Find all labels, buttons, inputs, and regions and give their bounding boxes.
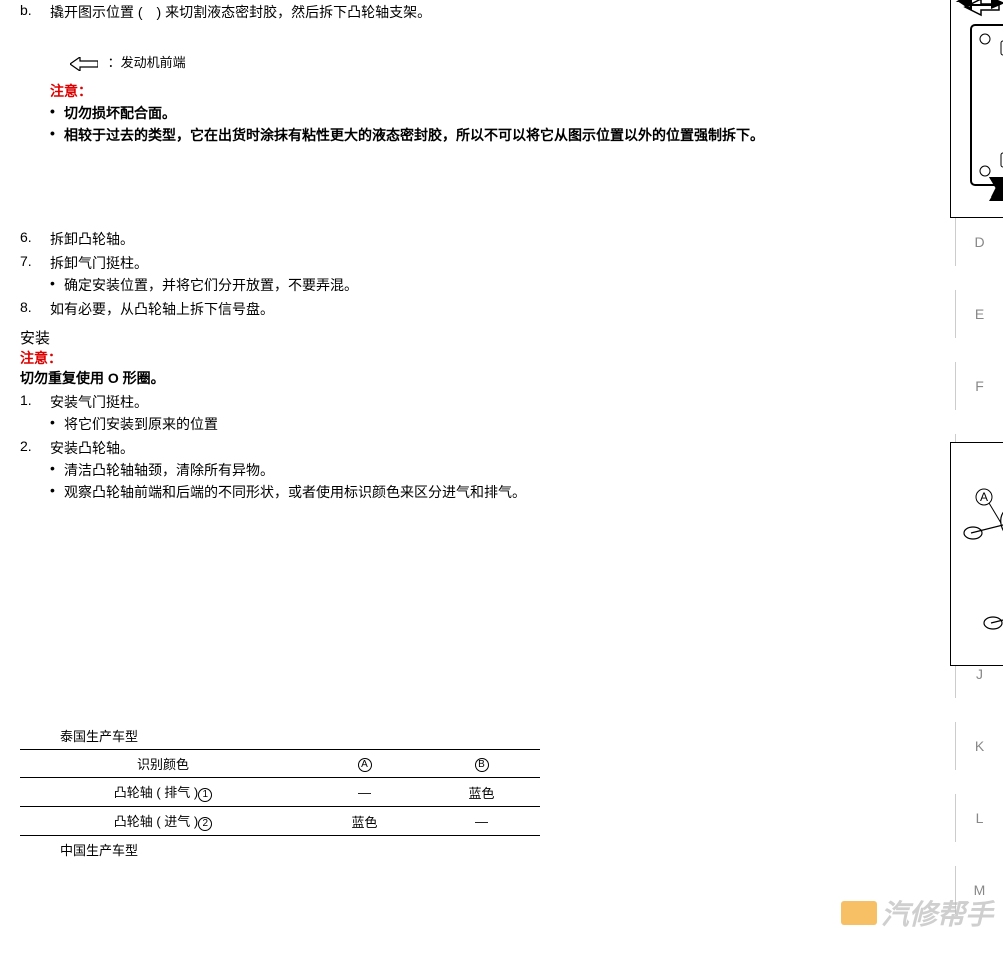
step-bullet: •观察凸轮轴前端和后端的不同形状，或者使用标识颜色来区分进气和排气。 bbox=[20, 482, 940, 502]
watermark: 汽修帮手 bbox=[841, 893, 993, 933]
side-tab-e[interactable]: E bbox=[955, 290, 1003, 338]
install-steps: 1 A B 2 A B JSBIA2769ZZ 1.安装气门挺柱。•将它们安装到… bbox=[20, 392, 940, 502]
caution-bullet: •切勿损坏配合面。 bbox=[50, 103, 940, 123]
table-cell: — bbox=[423, 807, 540, 836]
step: 7.拆卸气门挺柱。 bbox=[20, 253, 940, 273]
table-cell: 凸轮轴 ( 排气 )1 bbox=[20, 778, 306, 807]
table-caption-bottom: 中国生产车型 bbox=[20, 836, 540, 863]
id-color-table-section: 泰国生产车型 识别颜色AB 凸轮轴 ( 排气 )1—蓝色凸轮轴 ( 进气 )2蓝… bbox=[20, 722, 540, 863]
table-row: 凸轮轴 ( 进气 )2蓝色— bbox=[20, 807, 540, 836]
arrow-legend: ：发动机前端 bbox=[20, 52, 940, 71]
section-step-b: PBIC3358J b. 撬开图示位置 ( ) 来切割液态密封胶，然后拆下凸轮轴… bbox=[20, 2, 940, 145]
caution-label-2: 注意： bbox=[20, 348, 940, 368]
side-tab-f[interactable]: F bbox=[955, 362, 1003, 410]
svg-text:A: A bbox=[980, 490, 988, 504]
caution-bullets-1: •切勿损坏配合面。•相较于过去的类型，它在出货时涂抹有粘性更大的液态密封胶，所以… bbox=[50, 103, 940, 145]
table-caption-top: 泰国生产车型 bbox=[20, 722, 540, 749]
table-header: A bbox=[306, 750, 423, 778]
table-header: B bbox=[423, 750, 540, 778]
step-b-marker: b. bbox=[20, 2, 50, 22]
watermark-text: 汽修帮手 bbox=[881, 893, 993, 933]
caution-text-2: 切勿重复使用 O 形圈。 bbox=[20, 368, 940, 388]
install-heading: 安装 bbox=[20, 327, 940, 348]
caution-bullet: •相较于过去的类型，它在出货时涂抹有粘性更大的液态密封胶，所以不可以将它从图示位… bbox=[50, 125, 940, 145]
table-row: 凸轮轴 ( 排气 )1—蓝色 bbox=[20, 778, 540, 807]
step-b-text: 撬开图示位置 ( ) 来切割液态密封胶，然后拆下凸轮轴支架。 bbox=[50, 2, 940, 22]
arrow-legend-text: ：发动机前端 bbox=[108, 55, 186, 70]
step: 2.安装凸轮轴。 bbox=[20, 438, 940, 458]
step-bullet: •清洁凸轮轴轴颈，清除所有异物。 bbox=[20, 460, 940, 480]
step: 1.安装气门挺柱。 bbox=[20, 392, 940, 412]
camshaft-bracket-svg bbox=[951, 0, 1003, 217]
step: 6.拆卸凸轮轴。 bbox=[20, 229, 940, 249]
camshafts-svg: 1 A B 2 A B bbox=[951, 443, 1003, 665]
mid-steps: 6.拆卸凸轮轴。 7.拆卸气门挺柱。•确定安装位置，并将它们分开放置，不要弄混。 8… bbox=[20, 229, 940, 319]
figure-camshafts: 1 A B 2 A B JSBIA2769ZZ bbox=[950, 442, 1003, 666]
side-tab-l[interactable]: L bbox=[955, 794, 1003, 842]
watermark-icon bbox=[841, 901, 877, 925]
page-content: PBIC3358J b. 撬开图示位置 ( ) 来切割液态密封胶，然后拆下凸轮轴… bbox=[0, 2, 940, 863]
table-cell: 凸轮轴 ( 进气 )2 bbox=[20, 807, 306, 836]
caution-label-1: 注意： bbox=[50, 81, 940, 101]
table-cell: 蓝色 bbox=[306, 807, 423, 836]
figure-camshaft-bracket: PBIC3358J bbox=[950, 0, 1003, 218]
table-cell: — bbox=[306, 778, 423, 807]
step: 8.如有必要，从凸轮轴上拆下信号盘。 bbox=[20, 299, 940, 319]
arrow-left-icon bbox=[70, 57, 98, 71]
step-bullet: •将它们安装到原来的位置 bbox=[20, 414, 940, 434]
id-color-table: 识别颜色AB 凸轮轴 ( 排气 )1—蓝色凸轮轴 ( 进气 )2蓝色— bbox=[20, 749, 540, 836]
table-cell: 蓝色 bbox=[423, 778, 540, 807]
step-bullet: •确定安装位置，并将它们分开放置，不要弄混。 bbox=[20, 275, 940, 295]
table-header: 识别颜色 bbox=[20, 750, 306, 778]
side-tab-k[interactable]: K bbox=[955, 722, 1003, 770]
side-tab-d[interactable]: D bbox=[955, 218, 1003, 266]
